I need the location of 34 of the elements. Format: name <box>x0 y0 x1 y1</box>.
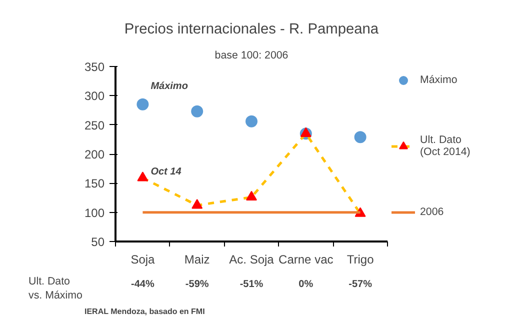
x-tick-label: Maiz <box>184 252 210 266</box>
point <box>191 105 204 118</box>
text: 0% <box>298 279 314 290</box>
y-tick-label: 300 <box>84 89 105 104</box>
point <box>300 127 312 137</box>
text: -51% <box>240 279 264 290</box>
legend-label: 2006 <box>420 206 444 218</box>
y-tick-label: 250 <box>84 118 105 132</box>
text: IERAL Mendoza, basado en FMI <box>84 307 205 316</box>
legend-label: Máximo <box>420 74 458 86</box>
x-tick-label: Soja <box>130 252 156 266</box>
x-tick-label: Ac. Soja <box>229 252 274 266</box>
y-tick-label: 150 <box>84 176 105 191</box>
chart-subtitle: base 100: 2006 <box>214 50 288 62</box>
text: -57% <box>348 279 372 290</box>
text: -44% <box>131 279 154 290</box>
annotation: Oct 14 <box>150 166 182 178</box>
y-tick-label: 350 <box>84 60 105 74</box>
point <box>354 131 366 144</box>
text: Ult. Dato vs. Máximo <box>28 275 82 302</box>
point <box>246 115 258 128</box>
point <box>137 172 148 182</box>
point <box>192 199 203 209</box>
legend-label: Ult. Dato (Oct 2014) <box>420 134 470 158</box>
point <box>246 190 257 201</box>
annotation: Máximo <box>150 80 188 92</box>
chart-title: Precios internacionales - R. Pampeana <box>124 22 380 38</box>
point <box>136 98 149 110</box>
x-tick-label: Trigo <box>346 252 374 266</box>
y-tick-label: 100 <box>84 206 105 220</box>
y-tick-label: 50 <box>91 235 105 249</box>
y-tick-label: 200 <box>84 148 105 162</box>
x-tick-label: Carne vac <box>278 252 334 266</box>
text: -59% <box>185 279 209 290</box>
